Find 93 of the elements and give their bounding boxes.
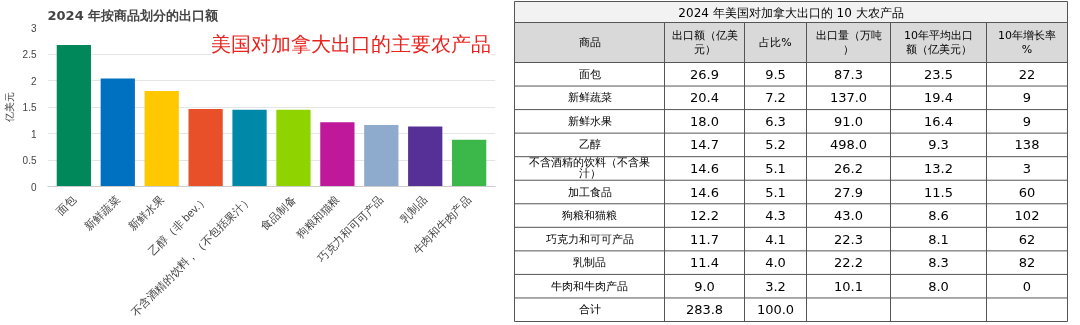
bar	[320, 122, 355, 187]
y-tick-label: 巧克力和可可产品	[545, 232, 634, 246]
y-tick-label: 新鲜水果	[567, 114, 612, 128]
data-label: 102	[1014, 208, 1040, 224]
y-tick-label: 加工食品	[567, 185, 612, 199]
data-label: 11.4	[690, 255, 719, 271]
data-label: 8.6	[928, 208, 949, 224]
data-label: 62	[1018, 231, 1036, 247]
x-tick-label: 面包	[54, 193, 79, 218]
data-label: 9.3	[928, 137, 949, 153]
y-tick-label: 0	[30, 181, 37, 193]
data-label: 13.2	[924, 160, 953, 176]
data-label: 3.2	[765, 278, 786, 294]
chart-title: 2024 年美国对加拿大出口的 10 大农产品	[678, 5, 904, 20]
data-label: 87.3	[834, 66, 863, 82]
data-label: 22	[1018, 66, 1036, 82]
data-label: 8.1	[928, 231, 949, 247]
x-tick-label: 出口额（亿美元）	[671, 29, 738, 56]
y-tick-label: 2	[30, 75, 37, 87]
data-label: 5.1	[765, 184, 786, 200]
bar	[144, 91, 179, 187]
x-tick-label: 乳制品	[397, 193, 430, 226]
data-label: 14.7	[690, 137, 719, 153]
data-label: 8.3	[928, 255, 949, 271]
x-tick-label: 出口量（万吨）	[815, 29, 882, 56]
data-label: 6.3	[765, 113, 786, 129]
data-label: 11.5	[924, 184, 953, 200]
bar	[408, 126, 443, 187]
y-tick-label: 牛肉和牛肉产品	[551, 279, 628, 293]
data-label: 27.9	[834, 184, 863, 200]
y-tick-label: 不含酒精的饮料（不含果汁）	[529, 156, 650, 181]
bar	[100, 78, 135, 187]
y-tick-label: 0.5	[22, 155, 37, 166]
y-tick-label: 乙醇	[578, 138, 601, 152]
y-tick-label: 2.5	[22, 49, 37, 60]
bar	[56, 44, 91, 187]
data-label: 18.0	[690, 113, 719, 129]
data-label: 5.1	[765, 160, 786, 176]
annotation: 美国对加拿大出口的主要农产品	[211, 31, 492, 56]
bar	[188, 109, 223, 187]
data-label: 20.4	[690, 90, 719, 106]
bar	[452, 139, 487, 187]
data-label: 23.5	[924, 66, 953, 82]
data-label: 43.0	[834, 208, 863, 224]
data-label: 60	[1018, 184, 1036, 200]
data-label: 4.0	[765, 255, 786, 271]
y-tick-label: 3	[30, 22, 37, 34]
y-tick-label: 新鲜蔬菜	[567, 91, 612, 105]
data-label: 91.0	[834, 113, 863, 129]
bar	[364, 125, 399, 187]
data-label: 4.3	[765, 208, 786, 224]
data-label: 14.6	[690, 184, 719, 200]
x-tick-label: 占比%	[759, 36, 792, 49]
data-label: 0	[1022, 278, 1032, 294]
data-label: 14.6	[690, 160, 719, 176]
y-tick-label: 1.5	[22, 102, 37, 113]
data-label: 22.3	[834, 231, 863, 247]
data-label: 19.4	[924, 90, 953, 106]
bar	[276, 109, 311, 187]
data-label: 26.2	[834, 160, 863, 176]
x-tick-label: 10年平均出口额（亿美元）	[904, 29, 973, 56]
y-tick-label: 合计	[578, 303, 601, 317]
x-tick-label: 10年增长率%	[998, 29, 1056, 56]
data-label: 498.0	[829, 137, 868, 153]
y-tick-label: 面包	[578, 67, 601, 81]
data-label: 22.2	[834, 255, 863, 271]
data-label: 9	[1022, 90, 1032, 106]
data-label: 12.2	[690, 208, 719, 224]
data-label: 138	[1014, 137, 1040, 153]
data-label: 100.0	[756, 302, 795, 318]
chart-title: 2024 年按商品划分的出口额	[47, 7, 220, 23]
data-label: 5.2	[765, 137, 786, 153]
y-axis-title: 商品	[578, 36, 601, 49]
bar	[232, 109, 267, 187]
data-label: 82	[1018, 255, 1036, 271]
data-label: 7.2	[765, 90, 786, 106]
data-label: 283.8	[685, 302, 724, 318]
data-label: 11.7	[690, 231, 719, 247]
x-tick-label: 食品制备	[258, 193, 298, 233]
x-tick-label: 新鲜水果	[126, 193, 166, 233]
data-label: 10.1	[834, 278, 863, 294]
data-label: 4.1	[765, 231, 786, 247]
data-label: 3	[1022, 160, 1032, 176]
data-label: 137.0	[829, 90, 868, 106]
data-label: 9	[1022, 113, 1032, 129]
data-label: 26.9	[690, 66, 719, 82]
y-axis-title: 亿美元	[3, 92, 15, 123]
x-tick-label: 新鲜蔬菜	[82, 193, 123, 233]
data-label: 9.5	[765, 66, 786, 82]
data-label: 9.0	[694, 278, 715, 294]
y-tick-label: 1	[30, 128, 37, 140]
data-label: 8.0	[928, 278, 949, 294]
data-label: 16.4	[924, 113, 953, 129]
